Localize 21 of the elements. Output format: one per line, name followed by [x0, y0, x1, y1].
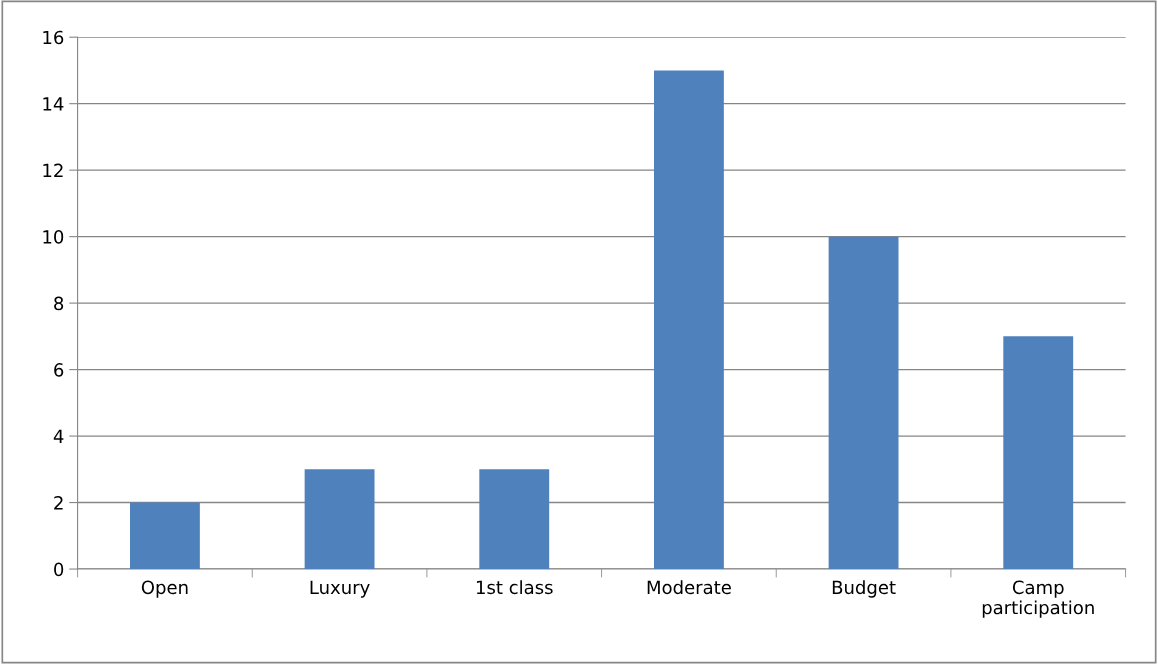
x-tick-label: Budget	[832, 580, 896, 598]
y-tick-label: 14	[43, 97, 64, 111]
y-tick-label: 10	[43, 230, 64, 244]
x-tick-label: 1st class	[476, 580, 553, 595]
y-tick-label: 8	[54, 296, 64, 311]
bar	[653, 70, 724, 570]
x-tick-label: Camp participation	[982, 580, 1094, 618]
bar	[828, 236, 899, 570]
bar	[1003, 336, 1074, 570]
y-tick-label: 4	[53, 429, 64, 443]
x-tick-label: Moderate	[647, 580, 731, 595]
y-tick-label: 2	[54, 496, 63, 510]
y-tick-label: 6	[54, 363, 64, 377]
x-tick-label: Luxury	[310, 580, 370, 598]
y-tick-label: 12	[43, 163, 63, 178]
bar	[129, 502, 200, 570]
bar	[479, 469, 550, 570]
y-tick-label: 0	[54, 562, 64, 577]
x-tick-label: Open	[141, 580, 188, 598]
bar	[304, 469, 375, 570]
y-tick-label: 16	[43, 30, 64, 45]
